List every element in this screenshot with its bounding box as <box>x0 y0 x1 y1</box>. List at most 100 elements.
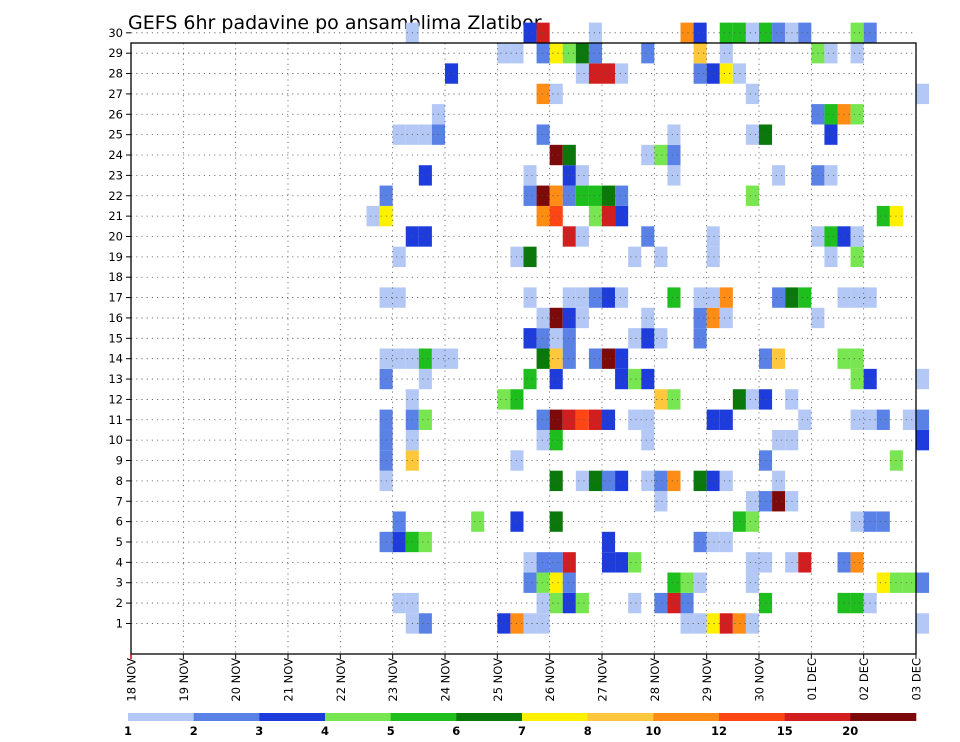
data-cell <box>418 124 432 145</box>
data-cell <box>418 368 432 390</box>
data-cell <box>549 552 563 573</box>
data-cell <box>575 409 589 430</box>
data-cell <box>850 552 864 573</box>
data-cell <box>575 287 589 308</box>
data-cell <box>706 287 720 308</box>
data-cell <box>850 511 864 532</box>
colorbar-swatch <box>259 713 326 721</box>
x-tick-label: 30 NOV <box>753 658 767 702</box>
data-cell <box>916 368 930 390</box>
data-cell <box>588 287 602 308</box>
data-cell <box>536 552 550 573</box>
y-tick-label: 23 <box>108 168 123 182</box>
data-cell <box>916 83 930 105</box>
data-cell <box>549 470 563 492</box>
data-cell <box>772 287 786 308</box>
colorbar-swatch <box>390 713 457 721</box>
data-cell <box>536 205 550 227</box>
data-cell <box>693 63 707 84</box>
data-cell <box>876 409 890 430</box>
y-tick-label: 27 <box>108 87 123 101</box>
data-cell <box>615 552 629 573</box>
data-cell <box>824 104 838 125</box>
data-cell <box>549 592 563 614</box>
y-tick-label: 7 <box>116 494 123 508</box>
data-cell <box>850 368 864 390</box>
data-cell <box>536 185 550 206</box>
y-tick-label: 22 <box>108 189 123 203</box>
data-cell <box>628 246 642 268</box>
data-cell <box>916 409 930 430</box>
data-cell <box>719 22 733 43</box>
data-cell <box>366 205 380 227</box>
y-tick-label: 30 <box>108 26 123 40</box>
data-cell <box>732 63 746 84</box>
data-cell <box>798 22 812 43</box>
y-tick-label: 4 <box>116 555 123 569</box>
data-cell <box>392 531 406 553</box>
y-tick-label: 8 <box>116 474 123 488</box>
data-cell <box>719 287 733 308</box>
data-cell <box>719 531 733 553</box>
x-tick-label: 25 NOV <box>491 658 505 702</box>
data-cell <box>523 552 537 573</box>
data-cell <box>523 287 537 308</box>
data-cell <box>641 470 655 492</box>
data-cell <box>667 389 681 410</box>
colorbar-label: 6 <box>452 724 460 738</box>
data-cell <box>392 592 406 614</box>
data-cell <box>667 592 681 614</box>
data-cell <box>745 613 759 634</box>
data-cell <box>615 470 629 492</box>
data-cell <box>641 307 655 329</box>
y-tick-label: 25 <box>108 128 123 142</box>
data-cell <box>693 572 707 593</box>
y-tick-label: 24 <box>108 148 123 162</box>
data-cell <box>418 409 432 430</box>
data-cell <box>654 470 668 492</box>
data-cell <box>575 43 589 64</box>
data-cell <box>850 226 864 247</box>
x-axis: 18 NOV 19 NOV 20 NOV 21 NOV 22 NOV 23 NOV 24 N… <box>125 654 924 702</box>
data-cell <box>667 470 681 492</box>
data-cell <box>562 144 576 166</box>
colorbar-label: 2 <box>190 724 198 738</box>
y-tick-label: 17 <box>108 291 123 305</box>
data-cell <box>693 307 707 329</box>
data-cell <box>575 63 589 84</box>
data-cell <box>824 226 838 247</box>
data-cell <box>615 205 629 227</box>
data-cell <box>641 429 655 451</box>
y-tick-label: 2 <box>116 596 123 610</box>
x-tick-label: 20 NOV <box>229 658 243 702</box>
data-cell <box>418 531 432 553</box>
data-cell <box>562 348 576 369</box>
y-tick-label: 14 <box>108 352 123 366</box>
data-cell <box>549 348 563 369</box>
y-axis: 1234567891011121314151617181920212223242… <box>108 26 131 630</box>
data-cell <box>602 531 616 553</box>
data-cell <box>392 246 406 268</box>
data-cell <box>654 246 668 268</box>
data-cell <box>392 348 406 369</box>
data-cell <box>602 205 616 227</box>
colorbar-swatch <box>193 713 260 721</box>
data-cell <box>588 470 602 492</box>
data-cell <box>732 613 746 634</box>
data-cell <box>693 328 707 349</box>
x-tick-label: 28 NOV <box>648 658 662 702</box>
data-cell <box>602 470 616 492</box>
data-cell <box>549 429 563 451</box>
data-cell <box>562 287 576 308</box>
data-cell <box>745 491 759 512</box>
x-tick-label: 27 NOV <box>596 658 610 702</box>
data-cell <box>588 22 602 43</box>
data-cell <box>706 409 720 430</box>
data-cell <box>824 246 838 268</box>
data-cell <box>536 348 550 369</box>
data-cell <box>392 511 406 532</box>
data-cell <box>615 348 629 369</box>
data-cell <box>706 246 720 268</box>
data-cell <box>602 409 616 430</box>
